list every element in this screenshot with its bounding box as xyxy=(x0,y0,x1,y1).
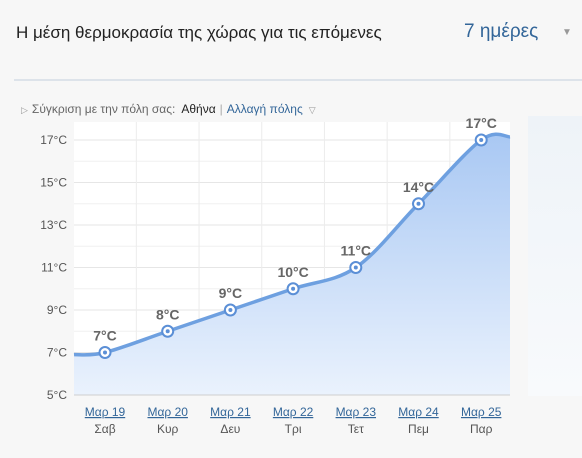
period-selector[interactable]: 7 ημέρες xyxy=(464,21,539,42)
temperature-area xyxy=(74,134,510,395)
x-tick-date[interactable]: Μαρ 25 xyxy=(461,405,502,419)
x-tick-day: Πεμ xyxy=(408,422,429,436)
y-tick-label: 17°C xyxy=(40,133,67,147)
divider xyxy=(14,79,582,81)
compare-label: Σύγκριση με την πόλη σας: xyxy=(31,102,176,116)
y-tick-label: 5°C xyxy=(47,388,67,402)
data-label: 11°C xyxy=(341,243,372,259)
y-tick-label: 15°C xyxy=(40,176,67,190)
page-title: Η μέση θερμοκρασία της χώρας για τις επό… xyxy=(16,23,382,42)
change-city-link[interactable]: Αλλαγή πόλης xyxy=(226,102,303,116)
data-point-center xyxy=(165,329,170,334)
data-label: 17°C xyxy=(466,115,497,131)
y-tick-label: 9°C xyxy=(47,303,67,317)
chevron-down-icon[interactable]: ▽ xyxy=(308,105,316,115)
y-tick-label: 13°C xyxy=(40,218,67,232)
data-label: 8°C xyxy=(156,306,180,322)
x-tick-day: Παρ xyxy=(470,422,493,436)
data-label: 14°C xyxy=(403,179,434,195)
x-tick-date[interactable]: Μαρ 21 xyxy=(210,405,251,419)
data-point-center xyxy=(353,265,358,270)
data-label: 9°C xyxy=(219,285,243,301)
x-tick-date[interactable]: Μαρ 24 xyxy=(398,405,439,419)
data-label: 10°C xyxy=(277,264,308,280)
y-tick-label: 11°C xyxy=(41,261,67,275)
chevron-down-icon[interactable]: ▼ xyxy=(562,27,572,38)
x-tick-day: Σαβ xyxy=(94,422,115,436)
side-panel xyxy=(528,116,582,396)
x-tick-day: Κυρ xyxy=(157,422,179,436)
x-tick-date[interactable]: Μαρ 23 xyxy=(336,405,377,419)
data-label: 7°C xyxy=(93,328,117,344)
data-point-center xyxy=(479,138,484,142)
data-point-center xyxy=(103,350,107,355)
compare-city: Αθήνα xyxy=(181,102,216,116)
x-tick-date[interactable]: Μαρ 20 xyxy=(147,405,188,419)
x-tick-day: Τρι xyxy=(285,422,302,436)
data-point-center xyxy=(228,308,233,312)
compare-bar: ▷ Σύγκριση με την πόλη σας: Αθήνα | Αλλαγή π… xyxy=(21,102,316,116)
x-tick-day: Τετ xyxy=(348,422,364,436)
data-point-center xyxy=(416,201,421,206)
x-tick-date[interactable]: Μαρ 22 xyxy=(273,405,314,419)
x-tick-date[interactable]: Μαρ 19 xyxy=(85,405,126,419)
triangle-right-icon[interactable]: ▷ xyxy=(21,105,28,115)
compare-separator: | xyxy=(219,102,223,116)
x-tick-day: Δευ xyxy=(220,422,240,436)
y-tick-label: 7°C xyxy=(47,346,67,360)
data-point-center xyxy=(291,286,296,291)
